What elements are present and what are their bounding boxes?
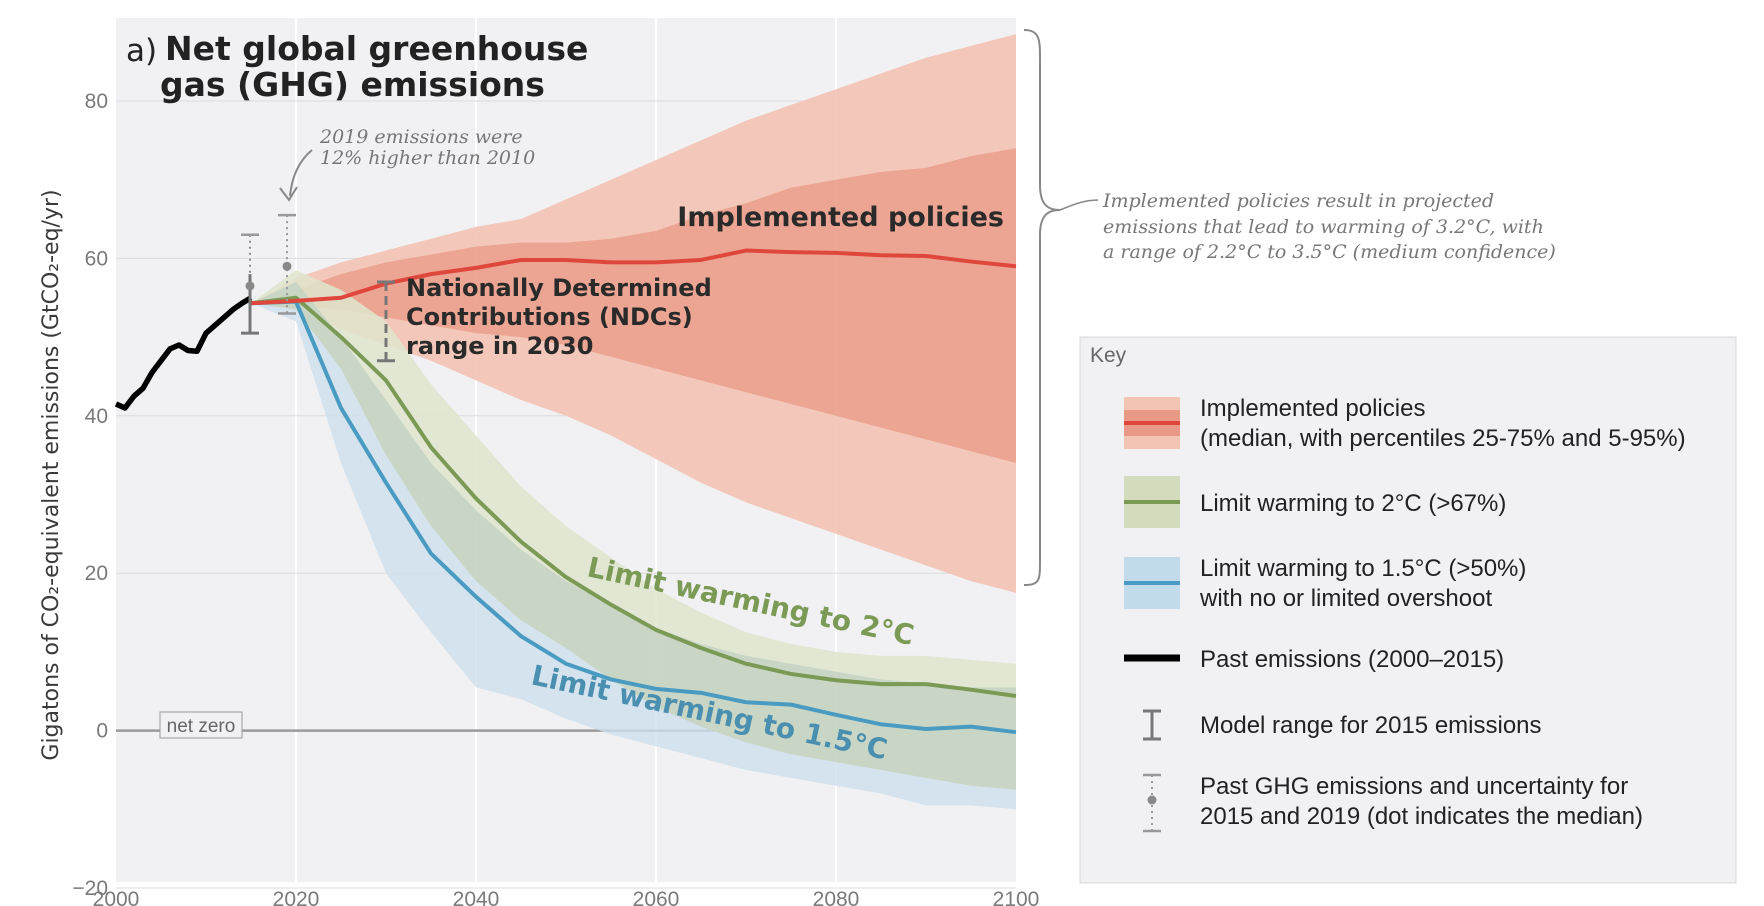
y-tick-20: 20 [85,562,108,585]
legend-model-range-line1: Model range for 2015 emissions [1200,712,1542,739]
panel-label: a) [126,33,157,69]
implemented-policies-label: Implemented policies [677,202,1004,233]
legend-title: Key [1090,344,1127,367]
legend-swatch-past-uncertainty [1143,773,1161,833]
x-tick-2080: 2080 [813,888,860,906]
implemented-note-line3: a range of 2.2°C to 3.5°C (medium confid… [1103,241,1556,263]
ndc-label-line1: Nationally Determined [406,274,712,302]
legend-implemented-line1: Implemented policies [1200,395,1425,422]
legend-past-uncertainty-line2: 2015 and 2019 (dot indicates the median) [1200,803,1643,830]
annotation-2019-arrow [289,149,313,197]
x-tick-2040: 2040 [453,888,500,906]
x-tick-2020: 2020 [273,888,320,906]
projection-brace [1023,29,1061,586]
band-overlap-2c-15c [251,282,1016,790]
y-axis-label: Gigatons of CO₂-equivalent emissions (Gt… [39,189,64,760]
y-tick-80: 80 [85,90,108,113]
chart-title-line2: gas (GHG) emissions [160,65,545,104]
y-tick--20: −20 [72,877,108,900]
net-zero-label: net zero [167,716,236,737]
implemented-note-line1: Implemented policies result in projected [1102,190,1494,212]
legend: Key Implemented policies (median, with p… [1079,336,1737,884]
past-uncertainty-2019-median [282,261,292,271]
brace-leader [1059,199,1099,211]
x-tick-2000: 2000 [93,888,140,906]
net-zero-label-box [159,711,243,739]
legend-2c-line1: Limit warming to 2°C (>67%) [1200,490,1506,517]
x-tick-2060: 2060 [633,888,680,906]
y-tick-60: 60 [85,247,108,270]
annotation-2019-arrowhead [279,186,298,202]
line-limit-15c [250,299,1017,735]
x-tick-2100: 2100 [993,888,1040,906]
ndc-label-line3: range in 2030 [406,332,593,360]
legend-15c-line2: with no or limited overshoot [1199,585,1492,612]
y-tick-0: 0 [96,720,108,743]
annotation-2019-line1: 2019 emissions were [319,126,523,148]
legend-box [1079,336,1737,884]
model-range-2015-median [245,281,255,291]
legend-past-line1: Past emissions (2000–2015) [1200,646,1504,673]
legend-implemented-line2: (median, with percentiles 25-75% and 5-9… [1200,425,1686,452]
y-tick-labels: −20 0 20 40 60 80 [72,90,108,900]
line-past-emissions [114,295,253,411]
implemented-note-line2: emissions that lead to warming of 3.2°C,… [1103,216,1544,238]
ndc-label-line2: Contributions (NDCs) [406,303,693,331]
chart-title-line1: Net global greenhouse [165,29,588,68]
legend-swatch-model-range [1143,709,1161,741]
band-limit-2c [251,270,1016,790]
scenario-lines [114,248,1017,735]
y-tick-40: 40 [85,405,108,428]
legend-past-uncertainty-line1: Past GHG emissions and uncertainty for [1200,773,1628,800]
range-markers [241,213,395,363]
line-limit-2c [250,295,1017,698]
band-implemented-25-75 [251,148,1016,464]
annotation-2019-line2: 12% higher than 2010 [320,147,535,169]
line-implemented-policies [250,248,1017,306]
legend-15c-line1: Limit warming to 1.5°C (>50%) [1200,555,1526,582]
x-tick-labels: 2000 2020 2040 2060 2080 2100 [93,888,1040,906]
